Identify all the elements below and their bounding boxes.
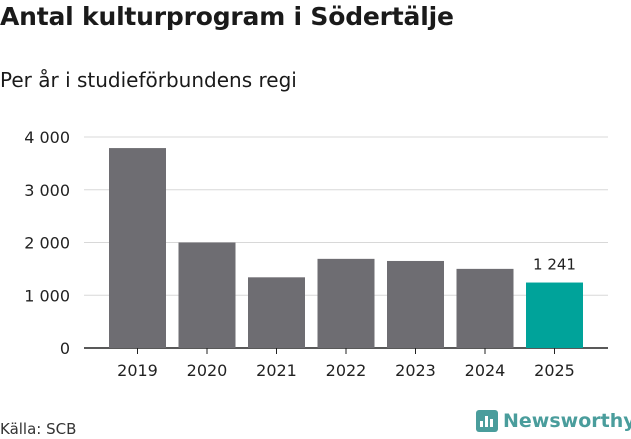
data-label: 1 241 [533, 256, 576, 274]
bar [317, 258, 375, 348]
x-tick-label: 2022 [326, 361, 367, 380]
bar [526, 282, 583, 348]
bar [178, 242, 236, 348]
x-tick-label: 2020 [187, 361, 228, 380]
tick-labels: 0 1 000 2 000 3 000 4 000 2019 2020 2021 2022 202… [24, 128, 576, 380]
x-tick-label: 2023 [395, 361, 436, 380]
y-tick-label: 4 000 [24, 128, 70, 147]
bar [248, 277, 305, 348]
x-tick-label: 2021 [256, 361, 297, 380]
x-tick-label: 2025 [534, 361, 575, 380]
chart-subtitle: Per år i studieförbundens regi [0, 68, 297, 92]
brand-logo: Newsworthy [476, 410, 631, 432]
newsworthy-logo-icon [476, 410, 498, 432]
source-note: Källa: SCB [0, 420, 77, 438]
x-tick-label: 2019 [117, 361, 158, 380]
y-tick-label: 0 [60, 339, 70, 358]
y-tick-label: 2 000 [24, 234, 70, 253]
chart-title: Antal kulturprogram i Södertälje [0, 2, 454, 31]
y-tick-label: 3 000 [24, 181, 70, 200]
bars [109, 148, 583, 348]
bar [456, 268, 514, 348]
y-tick-label: 1 000 [24, 286, 70, 305]
bar [387, 260, 444, 348]
x-tick-label: 2024 [465, 361, 506, 380]
bar [109, 148, 166, 348]
brand-name: Newsworthy [503, 410, 631, 432]
bar-chart: 0 1 000 2 000 3 000 4 000 2019 2020 2021 2022 202… [24, 128, 608, 380]
